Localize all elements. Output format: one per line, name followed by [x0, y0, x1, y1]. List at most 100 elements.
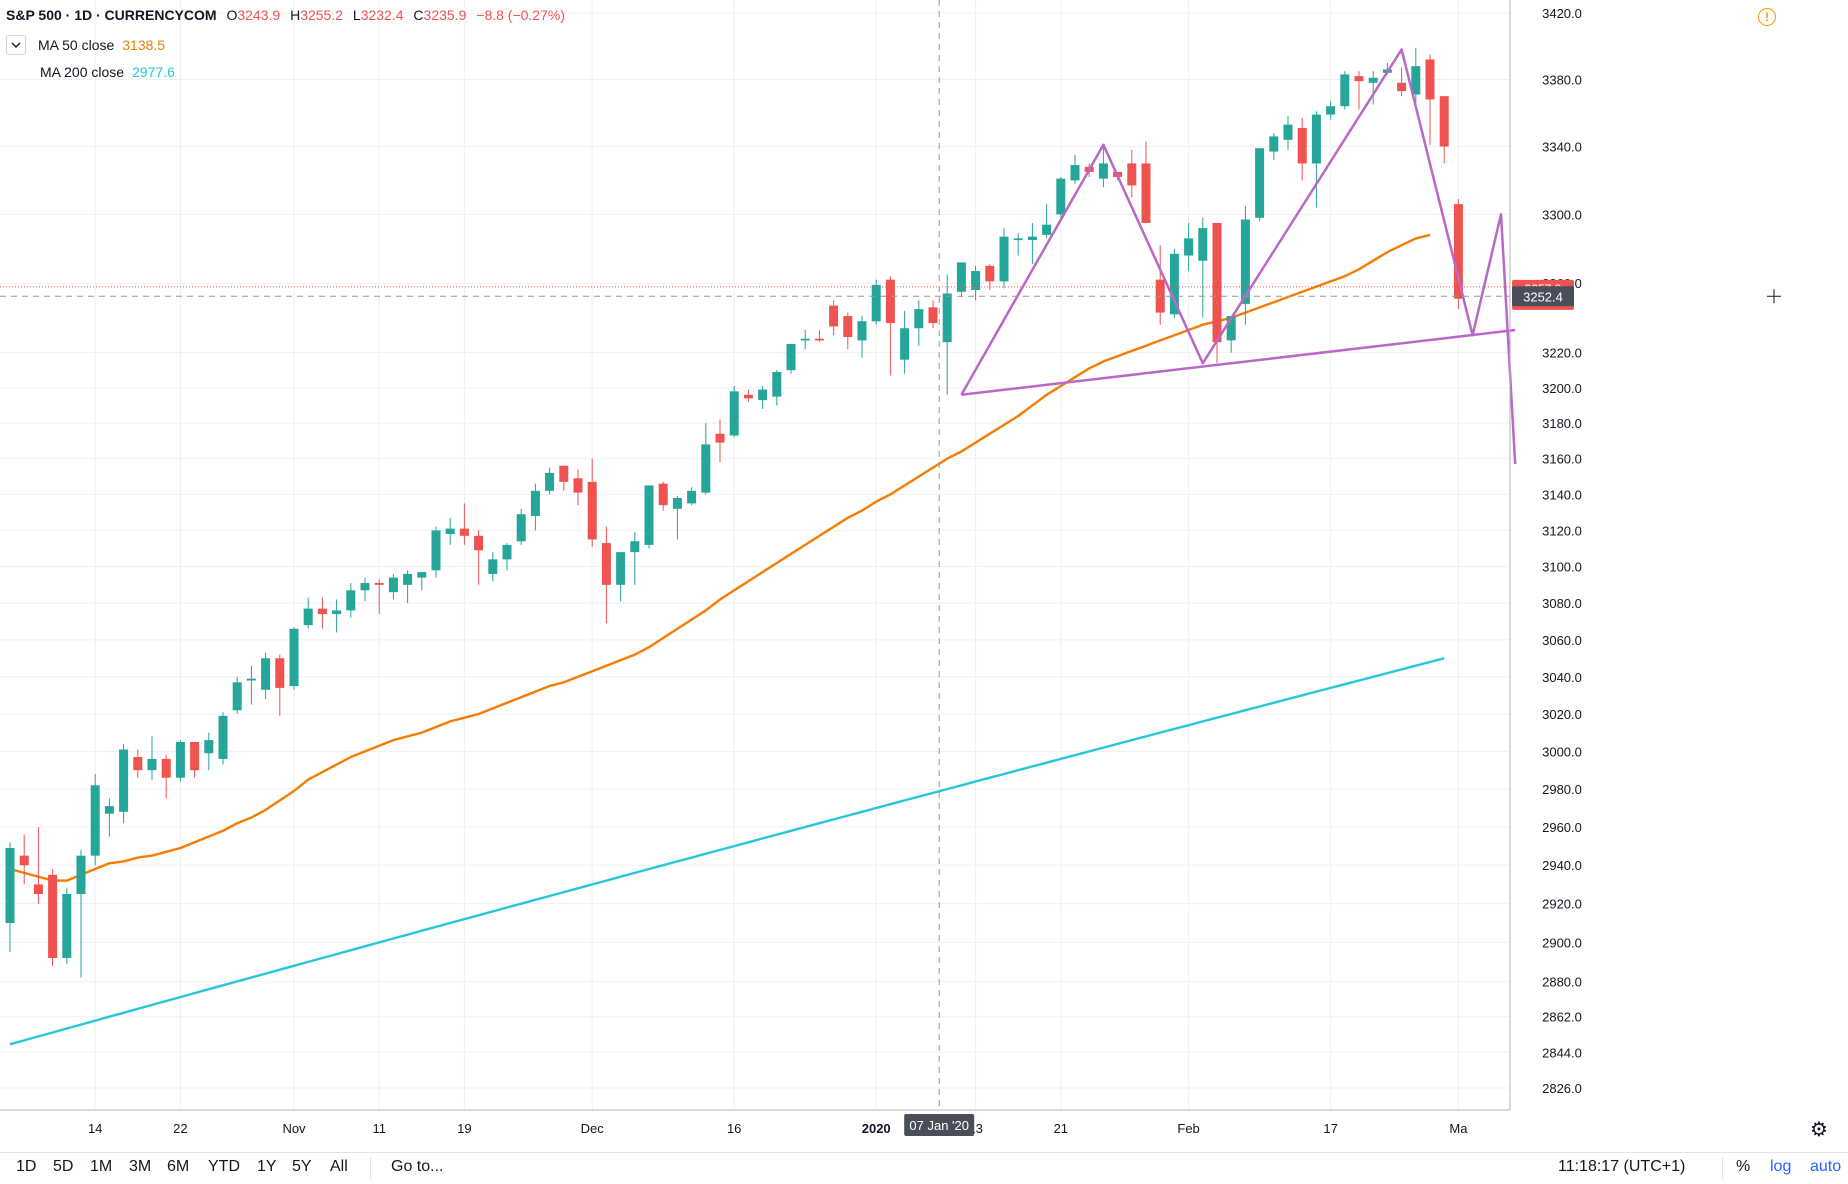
candle-body-up: [1226, 316, 1236, 341]
ma200-legend[interactable]: MA 200 close 2977.6: [40, 64, 175, 80]
pattern-drawing[interactable]: [960, 48, 1517, 465]
candle-body-up: [1042, 224, 1052, 235]
price-tick-label: 3220.0: [1542, 346, 1582, 361]
timeframe-5y[interactable]: 5Y: [292, 1158, 312, 1175]
candle-body-down: [573, 478, 583, 493]
price-tick-label: 3000.0: [1542, 744, 1582, 759]
candle-body-up: [1240, 219, 1250, 304]
timeframe-5d[interactable]: 5D: [53, 1158, 74, 1175]
candle-body-up: [1269, 136, 1279, 152]
ma50-value: 3138.5: [122, 37, 166, 53]
price-tick-label: 3200.0: [1542, 381, 1582, 396]
candle-body-down: [19, 855, 29, 866]
candle-body-up: [914, 309, 924, 329]
candle-body-up: [417, 572, 427, 578]
candle-body-up: [90, 785, 100, 856]
price-axis[interactable]: 3420.03380.03340.03300.03260.03220.03200…: [1509, 0, 1582, 1110]
timeframe-ytd[interactable]: YTD: [208, 1158, 240, 1175]
price-tick-label: 2920.0: [1542, 897, 1582, 912]
time-tick-label: 14: [88, 1121, 102, 1136]
candle-body-up: [1283, 124, 1293, 140]
close-label: C: [413, 7, 424, 23]
candle-body-up: [1027, 236, 1037, 241]
ma200-line: [9, 657, 1445, 1046]
price-tick-label: 2844.0: [1542, 1045, 1582, 1060]
candle-body-down: [1297, 127, 1307, 164]
crosshair-date-value: 07 Jan '20: [909, 1118, 969, 1133]
time-tick-label: 16: [727, 1121, 741, 1136]
clock: 11:18:17 (UTC+1): [1558, 1158, 1686, 1175]
candle-body-down: [133, 757, 143, 771]
log-toggle[interactable]: log: [1770, 1158, 1792, 1175]
candle-body-down: [559, 465, 569, 482]
collapse-legend-button[interactable]: [6, 35, 26, 55]
price-tick-label: 3340.0: [1542, 140, 1582, 155]
candle-body-up: [729, 391, 739, 436]
candle-body-up: [545, 472, 555, 491]
close-value: 3235.9: [423, 7, 467, 23]
price-tick-label: 2900.0: [1542, 935, 1582, 950]
ma50-legend[interactable]: MA 50 close 3138.5: [6, 35, 165, 55]
warning-icon[interactable]: !: [1758, 8, 1776, 26]
bottom-toolbar: 1D 5D 1M 3M 6M YTD 1Y 5Y All Go to... 11…: [0, 1152, 1848, 1184]
price-tick-label: 3020.0: [1542, 707, 1582, 722]
open-label: O: [226, 7, 238, 23]
candle-body-up: [516, 514, 526, 542]
price-tick-label: 3060.0: [1542, 633, 1582, 648]
candle-body-up: [303, 608, 313, 626]
candle-body-up: [104, 806, 114, 814]
price-tick-label: 3300.0: [1542, 207, 1582, 222]
candle-body-up: [971, 271, 981, 291]
candle-body-down: [814, 338, 824, 341]
price-tick-label: 2940.0: [1542, 858, 1582, 873]
time-tick-label: 22: [173, 1121, 187, 1136]
candle-body-up: [672, 498, 682, 509]
toolbar-divider: [1722, 1157, 1723, 1179]
candle-body-down: [1354, 76, 1364, 82]
crosshair: [0, 0, 1781, 1110]
candle-body-up: [332, 610, 342, 615]
timeframe-3m[interactable]: 3M: [129, 1158, 152, 1175]
candle-body-up: [204, 740, 214, 754]
goto-button[interactable]: Go to...: [391, 1158, 444, 1175]
timeframe-1d[interactable]: 1D: [16, 1158, 37, 1175]
price-tick-label: 3120.0: [1542, 523, 1582, 538]
timeframe-1m[interactable]: 1M: [90, 1158, 113, 1175]
time-tick-label: 17: [1323, 1121, 1337, 1136]
high-value: 3255.2: [300, 7, 344, 23]
candle-body-up: [1198, 228, 1208, 261]
candle-body-up: [5, 847, 15, 923]
candle-body-up: [857, 321, 867, 341]
candle-body-up: [1411, 66, 1421, 95]
candle-body-up: [1169, 253, 1179, 315]
candle-body-down: [48, 874, 58, 958]
price-tick-label: 2826.0: [1542, 1081, 1582, 1096]
timeframe-1y[interactable]: 1Y: [257, 1158, 277, 1175]
price-tick-label: 3180.0: [1542, 416, 1582, 431]
candle-body-up: [956, 262, 966, 292]
candle-body-up: [786, 343, 796, 371]
candle-body-down: [985, 265, 995, 282]
price-tick-label: 3140.0: [1542, 487, 1582, 502]
candle-body-up: [1098, 163, 1108, 179]
candle-body-up: [999, 236, 1009, 282]
candle-body-up: [616, 552, 626, 585]
candle-body-down: [601, 543, 611, 585]
candle-body-down: [1397, 82, 1407, 92]
candle-body-up: [772, 371, 782, 397]
ma50-name: MA 50 close: [38, 37, 115, 53]
candle-body-up: [701, 444, 711, 493]
percent-toggle[interactable]: %: [1736, 1158, 1751, 1175]
candle-body-up: [942, 293, 952, 343]
time-tick-label: 21: [1054, 1121, 1068, 1136]
price-chart[interactable]: 3420.03380.03340.03300.03260.03220.03200…: [0, 0, 1848, 1152]
symbol-title[interactable]: S&P 500 · 1D · CURRENCYCOM: [6, 7, 217, 23]
auto-toggle[interactable]: auto: [1810, 1158, 1842, 1175]
gear-icon[interactable]: ⚙: [1810, 1119, 1828, 1141]
timeframe-all[interactable]: All: [330, 1158, 348, 1175]
candles-layer: [5, 47, 1463, 978]
timeframe-6m[interactable]: 6M: [167, 1158, 190, 1175]
candle-body-down: [1212, 222, 1222, 343]
ma200-name: MA 200 close: [40, 64, 125, 80]
